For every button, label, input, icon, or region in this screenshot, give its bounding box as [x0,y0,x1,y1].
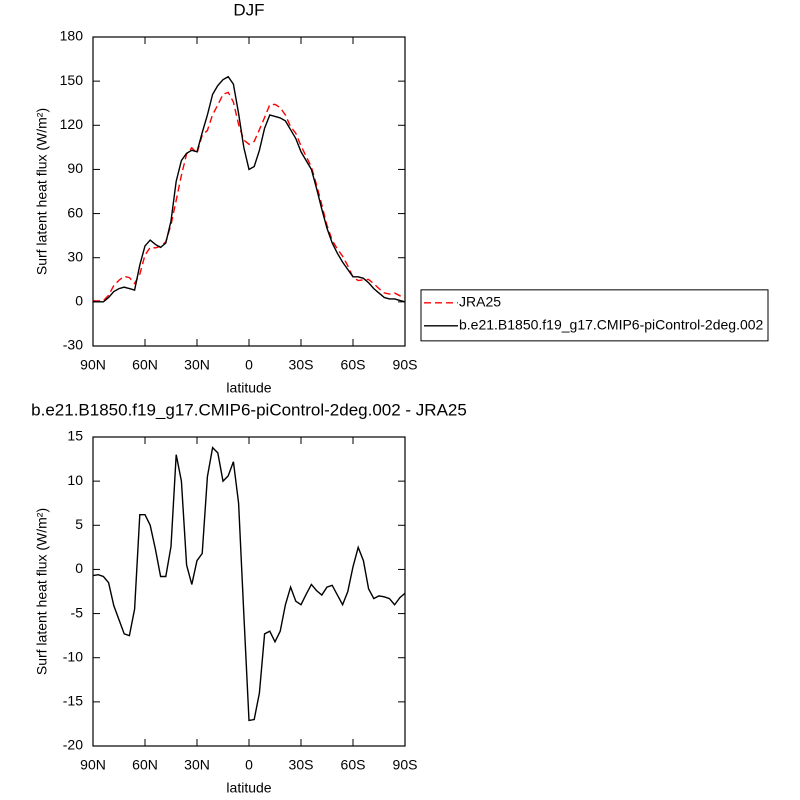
x-tick-label: 90N [80,757,106,773]
x-tick-label: 90N [80,357,106,373]
chart-title: DJF [233,0,264,19]
y-tick-label: 30 [67,248,83,264]
chart-title: b.e21.B1850.f19_g17.CMIP6-piControl-2deg… [31,400,467,419]
x-tick-label: 90S [393,357,418,373]
x-tick-label: 60N [132,757,158,773]
plot-frame [92,36,406,347]
y-tick-label: 15 [67,428,83,444]
y-axis-label: Surf latent heat flux (W/m²) [34,508,50,675]
y-tick-label: 10 [67,472,83,488]
x-tick-label: 90S [393,757,418,773]
data-line [93,75,406,303]
data-line [92,91,406,302]
legend-box [420,289,769,342]
x-tick-label: 30N [184,357,210,373]
y-tick-label: 120 [60,116,84,132]
y-tick-label: 90 [67,160,83,176]
y-tick-label: -10 [63,648,83,664]
x-tick-label: 30S [289,757,314,773]
x-axis-label: latitude [226,780,271,796]
y-axis-label: Surf latent heat flux (W/m²) [34,108,50,275]
x-tick-label: 30N [184,757,210,773]
data-line [92,446,406,722]
plot-frame [92,436,406,747]
x-axis-label: latitude [226,380,271,396]
x-tick-label: 60S [341,357,366,373]
y-tick-label: -5 [71,604,84,620]
y-tick-label: 0 [75,293,83,309]
y-tick-label: 180 [60,28,84,44]
y-tick-label: 150 [60,72,84,88]
x-tick-label: 0 [245,357,253,373]
x-tick-label: 0 [245,757,253,773]
y-tick-label: -30 [63,337,83,353]
y-tick-label: 60 [67,204,83,220]
x-tick-label: 30S [289,357,314,373]
y-tick-label: 5 [75,516,83,532]
x-tick-label: 60N [132,357,158,373]
legend-label: JRA25 [459,294,501,310]
y-tick-label: 0 [75,560,83,576]
legend-label: b.e21.B1850.f19_g17.CMIP6-piControl-2deg… [459,317,764,333]
y-tick-label: -20 [63,737,83,753]
x-tick-label: 60S [341,757,366,773]
y-tick-label: -15 [63,693,83,709]
